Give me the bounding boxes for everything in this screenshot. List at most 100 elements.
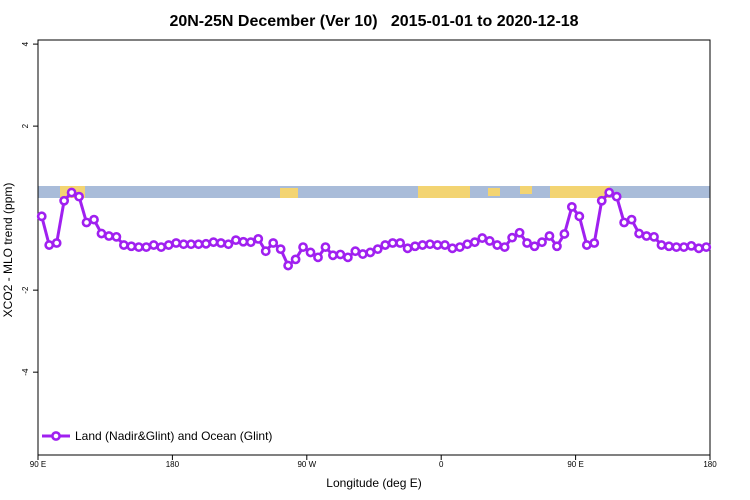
point [290,254,301,265]
point [566,202,577,212]
point [671,242,682,252]
point [44,240,55,250]
point [186,239,196,250]
point [357,249,368,259]
point [387,238,398,248]
point [372,244,383,255]
point [581,240,592,250]
point [559,229,570,239]
point [425,239,435,250]
point [664,241,674,252]
point [253,233,264,244]
point [148,240,159,250]
y-tick-label: -2 [21,286,30,294]
point [492,240,503,250]
point [201,238,211,249]
point [410,241,420,252]
point [678,242,689,252]
point [89,214,99,225]
point [313,252,323,263]
point [440,240,450,250]
point [589,238,600,248]
point [36,211,47,222]
point [163,240,174,250]
point [447,243,458,254]
point [342,252,353,263]
point [171,238,182,248]
point [537,237,547,248]
point [51,238,62,248]
point [328,250,338,261]
x-tick-label: 90 W [297,460,316,469]
point [320,242,331,252]
point [74,191,84,202]
point [230,235,241,246]
legend-marker [51,431,61,441]
point [611,191,622,202]
point [649,231,659,242]
y-axis-label: XCO2 - MLO trend (ppm) [1,183,15,318]
point [350,246,361,257]
point [656,240,667,250]
point [66,187,77,198]
point [208,237,219,248]
x-tick-label: 180 [166,460,180,469]
point [275,244,286,255]
point [193,239,204,250]
x-tick-label: 180 [703,460,717,469]
point [156,242,167,252]
point [641,231,652,241]
point [454,242,465,252]
point [178,239,189,250]
point [133,242,144,252]
point [604,187,615,198]
legend-label: Land (Nadir&Glint) and Ocean (Glint) [75,429,272,443]
point [141,242,152,252]
point [81,217,92,228]
point [104,231,114,241]
point [298,242,308,252]
x-axis-label: Longitude (deg E) [326,476,421,490]
point [596,195,607,206]
point [216,238,226,248]
point [432,240,443,250]
y-tick-label: -4 [21,368,30,376]
point [529,241,540,252]
point [59,195,70,206]
point [693,243,704,254]
chart-title: 20N-25N December (Ver 10) 2015-01-01 to … [169,13,578,30]
point [522,238,532,248]
point [335,249,346,260]
point [514,227,525,238]
y-tick-label: 2 [21,123,30,128]
point [499,242,510,252]
point [238,236,249,247]
y-tick-label: 4 [21,41,30,46]
point [462,239,473,250]
point [283,260,294,271]
point [574,211,585,222]
point [245,237,256,248]
point [380,240,391,250]
x-tick-label: 90 E [30,460,46,469]
point [701,242,712,252]
point [96,228,107,239]
point [552,241,562,252]
point [477,233,488,243]
point [469,237,480,248]
point [223,239,234,250]
x-tick-label: 90 E [567,460,583,469]
point [484,236,495,246]
point [111,231,122,242]
point [619,217,630,228]
map-strip [38,186,710,198]
point [395,238,406,248]
point [260,246,271,257]
point [686,240,697,251]
point [268,238,279,248]
point [626,214,637,225]
point [634,228,644,239]
point [305,247,316,258]
point [126,241,137,252]
